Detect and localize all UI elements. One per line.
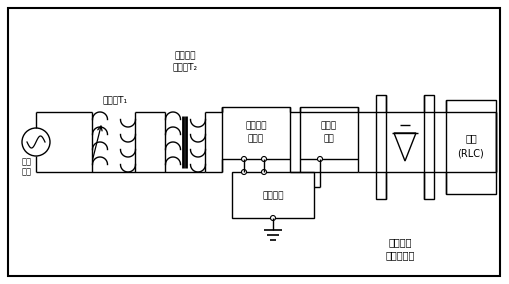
Text: 同轴分: 同轴分	[320, 122, 336, 131]
Circle shape	[261, 170, 266, 174]
Bar	[232, 172, 314, 218]
Circle shape	[270, 216, 275, 220]
Circle shape	[317, 156, 322, 162]
Text: 单相降压: 单相降压	[174, 51, 195, 60]
Text: 负载: 负载	[464, 133, 476, 143]
Circle shape	[261, 156, 266, 162]
Bar	[221, 107, 290, 159]
Bar	[445, 100, 495, 194]
Text: 待检电流: 待检电流	[245, 122, 266, 131]
Circle shape	[241, 156, 246, 162]
Text: 互感器: 互感器	[247, 135, 264, 143]
Text: 电源: 电源	[22, 168, 32, 176]
Circle shape	[22, 128, 50, 156]
Text: 整流桥负荷: 整流桥负荷	[385, 250, 414, 260]
Circle shape	[241, 170, 246, 174]
Text: 调压器T₁: 调压器T₁	[102, 95, 127, 105]
Text: (RLC): (RLC)	[457, 149, 484, 159]
Text: 变压器T₂: 变压器T₂	[172, 62, 197, 72]
Text: 流器: 流器	[323, 135, 334, 143]
Bar	[423, 95, 433, 199]
Text: 测量装置: 测量装置	[262, 191, 283, 201]
Text: 单相全控: 单相全控	[387, 237, 411, 247]
Bar	[299, 107, 357, 159]
Text: 工频: 工频	[22, 158, 32, 166]
Bar	[375, 95, 385, 199]
